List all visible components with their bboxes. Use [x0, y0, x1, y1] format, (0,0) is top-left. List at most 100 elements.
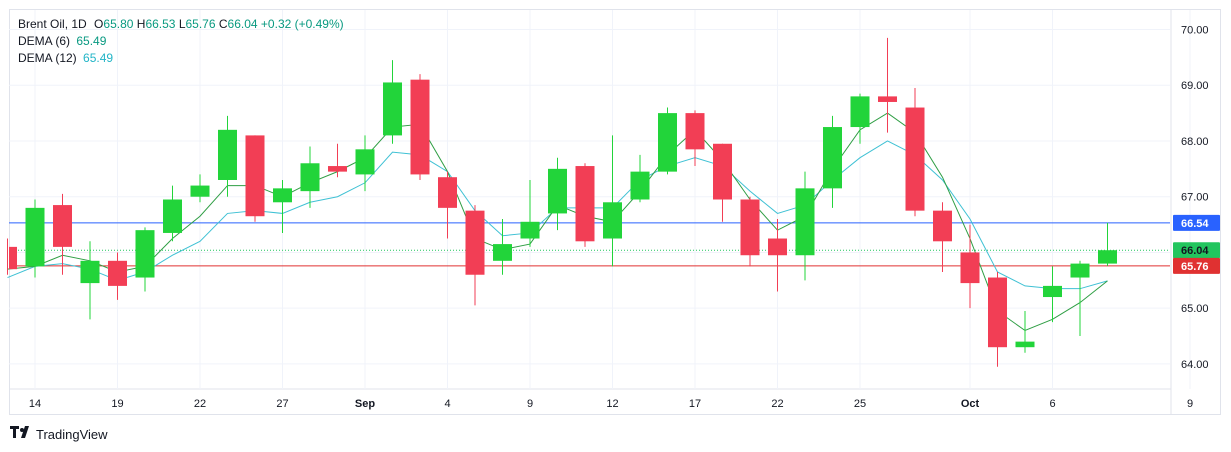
candle [1043, 266, 1062, 323]
candle-body [355, 149, 375, 175]
candle [328, 143, 347, 178]
candle-body [548, 168, 567, 214]
legend-open-value: 65.80 [103, 17, 134, 31]
x-tick-label: Sep [355, 398, 375, 410]
candle-body [905, 107, 925, 211]
candle [713, 143, 732, 222]
legend-interval[interactable]: 1D [71, 17, 87, 31]
candle [245, 135, 265, 222]
candle-body [1070, 263, 1090, 278]
price-badges: 66.54 66.04 65.76 [1173, 214, 1220, 274]
x-tick-label: Oct [961, 398, 980, 410]
y-tick-label: 69.00 [1181, 80, 1209, 92]
x-tick-label: 12 [606, 398, 618, 410]
candle [438, 171, 457, 239]
chart-frame[interactable] [9, 9, 1221, 415]
candle [1098, 222, 1117, 266]
candle-body [1098, 250, 1117, 264]
candle [685, 110, 705, 167]
candle-body [273, 188, 292, 203]
legend-dema12-row[interactable]: DEMA (12) 65.49 [18, 50, 344, 67]
x-tick-label: 22 [194, 398, 206, 410]
legend-dema6-row[interactable]: DEMA (6) 65.49 [18, 33, 344, 50]
candle [823, 115, 842, 208]
candles [7, 37, 1117, 367]
candle-body [685, 113, 705, 150]
tradingview-brand-text: TradingView [36, 426, 108, 442]
price-badge-bg [1173, 242, 1220, 259]
candle [740, 196, 760, 267]
y-tick-label: 65.00 [1181, 303, 1209, 315]
candle-body [768, 238, 787, 256]
price-badge-label: 66.54 [1181, 218, 1209, 230]
dema6-value: 65.49 [76, 34, 107, 48]
candle-body [300, 163, 320, 192]
candle [768, 219, 787, 292]
candle [218, 115, 237, 197]
candle-body [25, 207, 45, 267]
candle [933, 202, 952, 272]
candle-body [438, 177, 457, 208]
legend-low-value: 65.76 [185, 17, 216, 31]
candle-body [245, 135, 265, 217]
candle [493, 219, 512, 275]
candle-body [658, 113, 677, 172]
x-tick-label: 6 [1049, 398, 1055, 410]
y-tick-label: 67.00 [1181, 192, 1209, 204]
candle [190, 174, 210, 203]
candle [53, 193, 72, 275]
dema6-label: DEMA (6) [18, 34, 71, 48]
grid [9, 9, 1191, 415]
candle-body [988, 277, 1007, 348]
candle-body [80, 260, 100, 284]
candle-body [520, 221, 540, 239]
price-badge-label: 66.04 [1181, 245, 1209, 257]
candle-body [108, 260, 127, 286]
candle [383, 60, 402, 144]
legend-high-label: H [136, 17, 146, 31]
candle [163, 185, 182, 242]
candle-body [878, 96, 897, 102]
price-badge-close: 66.04 [1173, 242, 1220, 259]
legend-low-label: L [178, 17, 186, 31]
price-badge-bg [1173, 257, 1220, 274]
x-tick-label: 14 [29, 398, 41, 410]
candle [465, 205, 485, 306]
price-badge-high: 66.54 [1173, 214, 1220, 231]
x-tick-label: 27 [276, 398, 288, 410]
candle [795, 171, 815, 281]
legend-symbol[interactable]: Brent Oil [18, 17, 65, 31]
candle-body [713, 143, 732, 200]
legend-change: +0.32 (+0.49%) [260, 17, 344, 31]
x-tick-label: 9 [527, 398, 533, 410]
candle [7, 238, 17, 275]
legend: Brent Oil, 1D O65.80 H66.53 L65.76 C66.0… [18, 16, 344, 67]
dema12-label: DEMA (12) [18, 51, 77, 65]
x-axis: 14 19 22 27 Sep 4 9 12 17 22 25 Oct 6 9 [29, 398, 1193, 410]
candle-body [328, 166, 347, 172]
dema12-value: 65.49 [83, 51, 114, 65]
candle-body [1043, 285, 1062, 298]
x-tick-label: 4 [444, 398, 450, 410]
candle-body [1015, 341, 1035, 348]
x-tick-label: 9 [1187, 398, 1193, 410]
candle-body [795, 188, 815, 256]
candle [630, 154, 650, 203]
candle-body [630, 171, 650, 200]
candle-body [960, 252, 980, 284]
y-tick-label: 70.00 [1181, 25, 1209, 37]
tradingview-logo-icon [10, 426, 32, 442]
candle [25, 199, 45, 278]
candle [850, 93, 870, 144]
candle-body [383, 82, 402, 136]
candle-body [163, 199, 182, 233]
candle [960, 224, 980, 309]
tradingview-branding[interactable]: TradingView [10, 426, 108, 442]
legend-open-label: O [94, 17, 104, 31]
x-tick-label: 19 [111, 398, 123, 410]
candle [878, 37, 897, 133]
price-badge-low: 65.76 [1173, 257, 1220, 274]
candle [108, 252, 127, 300]
